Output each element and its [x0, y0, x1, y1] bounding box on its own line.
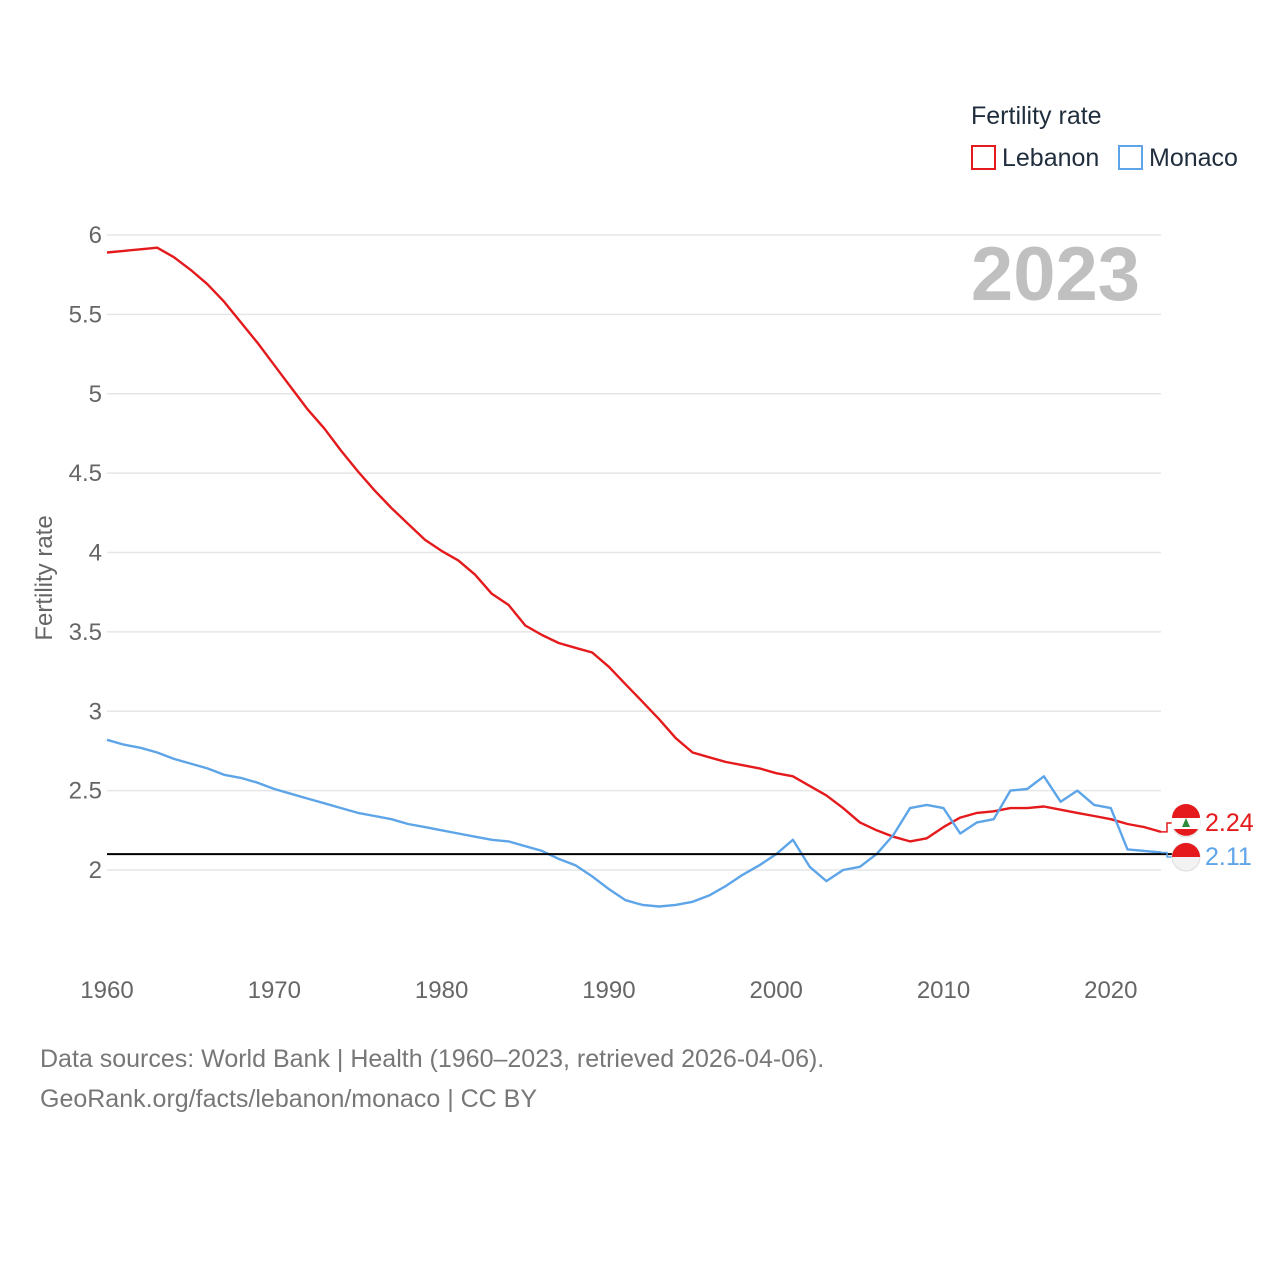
- legend-swatch-monaco: [1118, 145, 1143, 170]
- year-label: 2023: [971, 232, 1140, 317]
- x-tick-label: 1980: [415, 977, 468, 1004]
- y-tick-label: 3: [89, 698, 102, 725]
- x-tick-label: 1990: [582, 977, 635, 1004]
- legend-label-lebanon: Lebanon: [1002, 144, 1099, 172]
- x-tick-label: 2000: [750, 977, 803, 1004]
- footer-attribution: GeoRank.org/facts/lebanon/monaco | CC BY: [40, 1085, 538, 1113]
- series-lines: [106, 246, 1162, 908]
- series-line-lebanon: [106, 246, 1162, 843]
- x-tick-label: 2010: [917, 977, 970, 1004]
- legend-label-monaco: Monaco: [1149, 144, 1238, 172]
- x-tick-label: 1970: [248, 977, 301, 1004]
- flag-lebanon-icon: [1171, 804, 1201, 838]
- x-tick-label: 2020: [1084, 977, 1137, 1004]
- y-tick-label: 4.5: [69, 460, 102, 487]
- connector-lebanon: [1161, 822, 1173, 833]
- y-axis-ticks: 2 2.5 3 3.5 4 4.5 5 5.5 6: [69, 222, 102, 884]
- end-value-lebanon: 2.24: [1205, 809, 1254, 837]
- y-tick-label: 2.5: [69, 778, 102, 805]
- y-tick-label: 4: [89, 540, 102, 567]
- x-tick-label: 1960: [80, 977, 133, 1004]
- y-tick-label: 5: [89, 381, 102, 408]
- end-value-monaco: 2.11: [1205, 843, 1252, 871]
- legend-item-monaco[interactable]: Monaco: [1118, 144, 1238, 172]
- y-axis-title: Fertility rate: [31, 515, 58, 640]
- end-markers: 2.24 2.11: [1161, 804, 1254, 872]
- connector-monaco: [1161, 851, 1173, 858]
- grid-lines: [107, 234, 1161, 871]
- y-tick-label: 3.5: [69, 619, 102, 646]
- series-line-monaco: [106, 738, 1162, 908]
- legend-title: Fertility rate: [971, 102, 1102, 130]
- y-tick-label: 6: [89, 222, 102, 249]
- y-tick-label: 2: [89, 857, 102, 884]
- footer-sources: Data sources: World Bank | Health (1960–…: [40, 1045, 825, 1073]
- x-axis-ticks: 1960 1970 1980 1990 2000 2010 2020: [80, 977, 1137, 1004]
- legend: Fertility rate Lebanon Monaco: [971, 102, 1238, 172]
- line-chart: 2 2.5 3 3.5 4 4.5 5 5.5 6 1960 1970 1980 1990 2000 20…: [31, 102, 1254, 1004]
- legend-swatch-lebanon: [971, 145, 996, 170]
- legend-item-lebanon[interactable]: Lebanon: [971, 144, 1099, 172]
- y-tick-label: 5.5: [69, 301, 102, 328]
- flag-monaco-icon: [1171, 842, 1201, 872]
